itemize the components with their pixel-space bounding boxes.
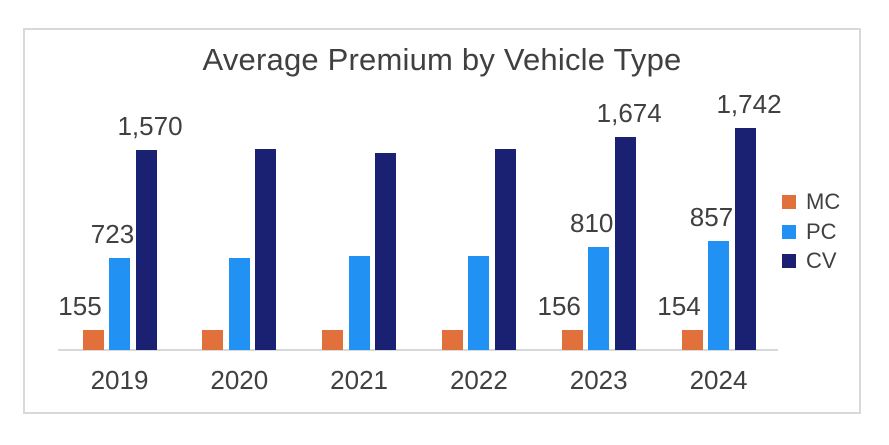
- bar-mc-2024: [681, 330, 703, 350]
- bar-cv-2022: [494, 149, 516, 350]
- legend-label-mc: MC: [806, 189, 841, 214]
- x-axis-label-2023: 2023: [569, 365, 628, 395]
- chart-frame: Average Premium by Vehicle Type 155 723 1,…: [23, 28, 861, 414]
- legend-item-mc: MC: [782, 188, 840, 216]
- data-label-mc-2023: 156: [537, 291, 581, 322]
- legend-label-cv: CV: [806, 248, 837, 273]
- x-axis-label-2020: 2020: [210, 365, 269, 395]
- data-label-cv-2024: 1,742: [716, 89, 782, 120]
- bar-pc-2023: [588, 246, 610, 350]
- chart-title: Average Premium by Vehicle Type: [202, 42, 682, 77]
- data-label-pc-2024: 857: [689, 201, 734, 232]
- bar-cv-2020: [255, 149, 277, 350]
- legend-swatch-icon-mc: [782, 195, 796, 209]
- bar-cv-2021: [375, 153, 397, 350]
- x-axis-line: [58, 349, 778, 351]
- x-axis-label-2024: 2024: [689, 365, 748, 395]
- data-label-cv-2019: 1,570: [117, 110, 183, 141]
- bar-pc-2019: [109, 257, 130, 350]
- bar-cv-2019: [135, 149, 157, 350]
- bar-pc-2021: [348, 256, 370, 350]
- bar-pc-2024: [708, 240, 729, 350]
- legend-item-pc: PC: [782, 218, 837, 246]
- legend-swatch-icon-pc: [782, 224, 796, 239]
- x-axis-label-2019: 2019: [90, 365, 149, 395]
- bar-cv-2023: [614, 136, 636, 350]
- bar-mc-2022: [441, 330, 463, 350]
- data-label-cv-2023: 1,674: [596, 97, 662, 128]
- legend-label-pc: PC: [806, 218, 837, 244]
- bar-mc-2020: [202, 330, 224, 350]
- bar-mc-2019: [82, 330, 104, 350]
- x-axis-label-2022: 2022: [449, 365, 508, 395]
- bar-mc-2021: [322, 330, 344, 350]
- bar-pc-2020: [228, 257, 250, 350]
- legend-swatch-icon-cv: [782, 254, 796, 268]
- bar-cv-2024: [734, 128, 756, 350]
- legend-item-cv: CV: [782, 247, 837, 275]
- data-label-mc-2019: 155: [58, 291, 102, 322]
- bar-pc-2022: [468, 255, 490, 350]
- data-label-pc-2023: 810: [569, 207, 614, 238]
- bar-mc-2023: [561, 330, 583, 350]
- x-axis-label-2021: 2021: [330, 365, 389, 395]
- data-label-pc-2019: 723: [90, 218, 135, 249]
- data-label-mc-2024: 154: [657, 291, 701, 322]
